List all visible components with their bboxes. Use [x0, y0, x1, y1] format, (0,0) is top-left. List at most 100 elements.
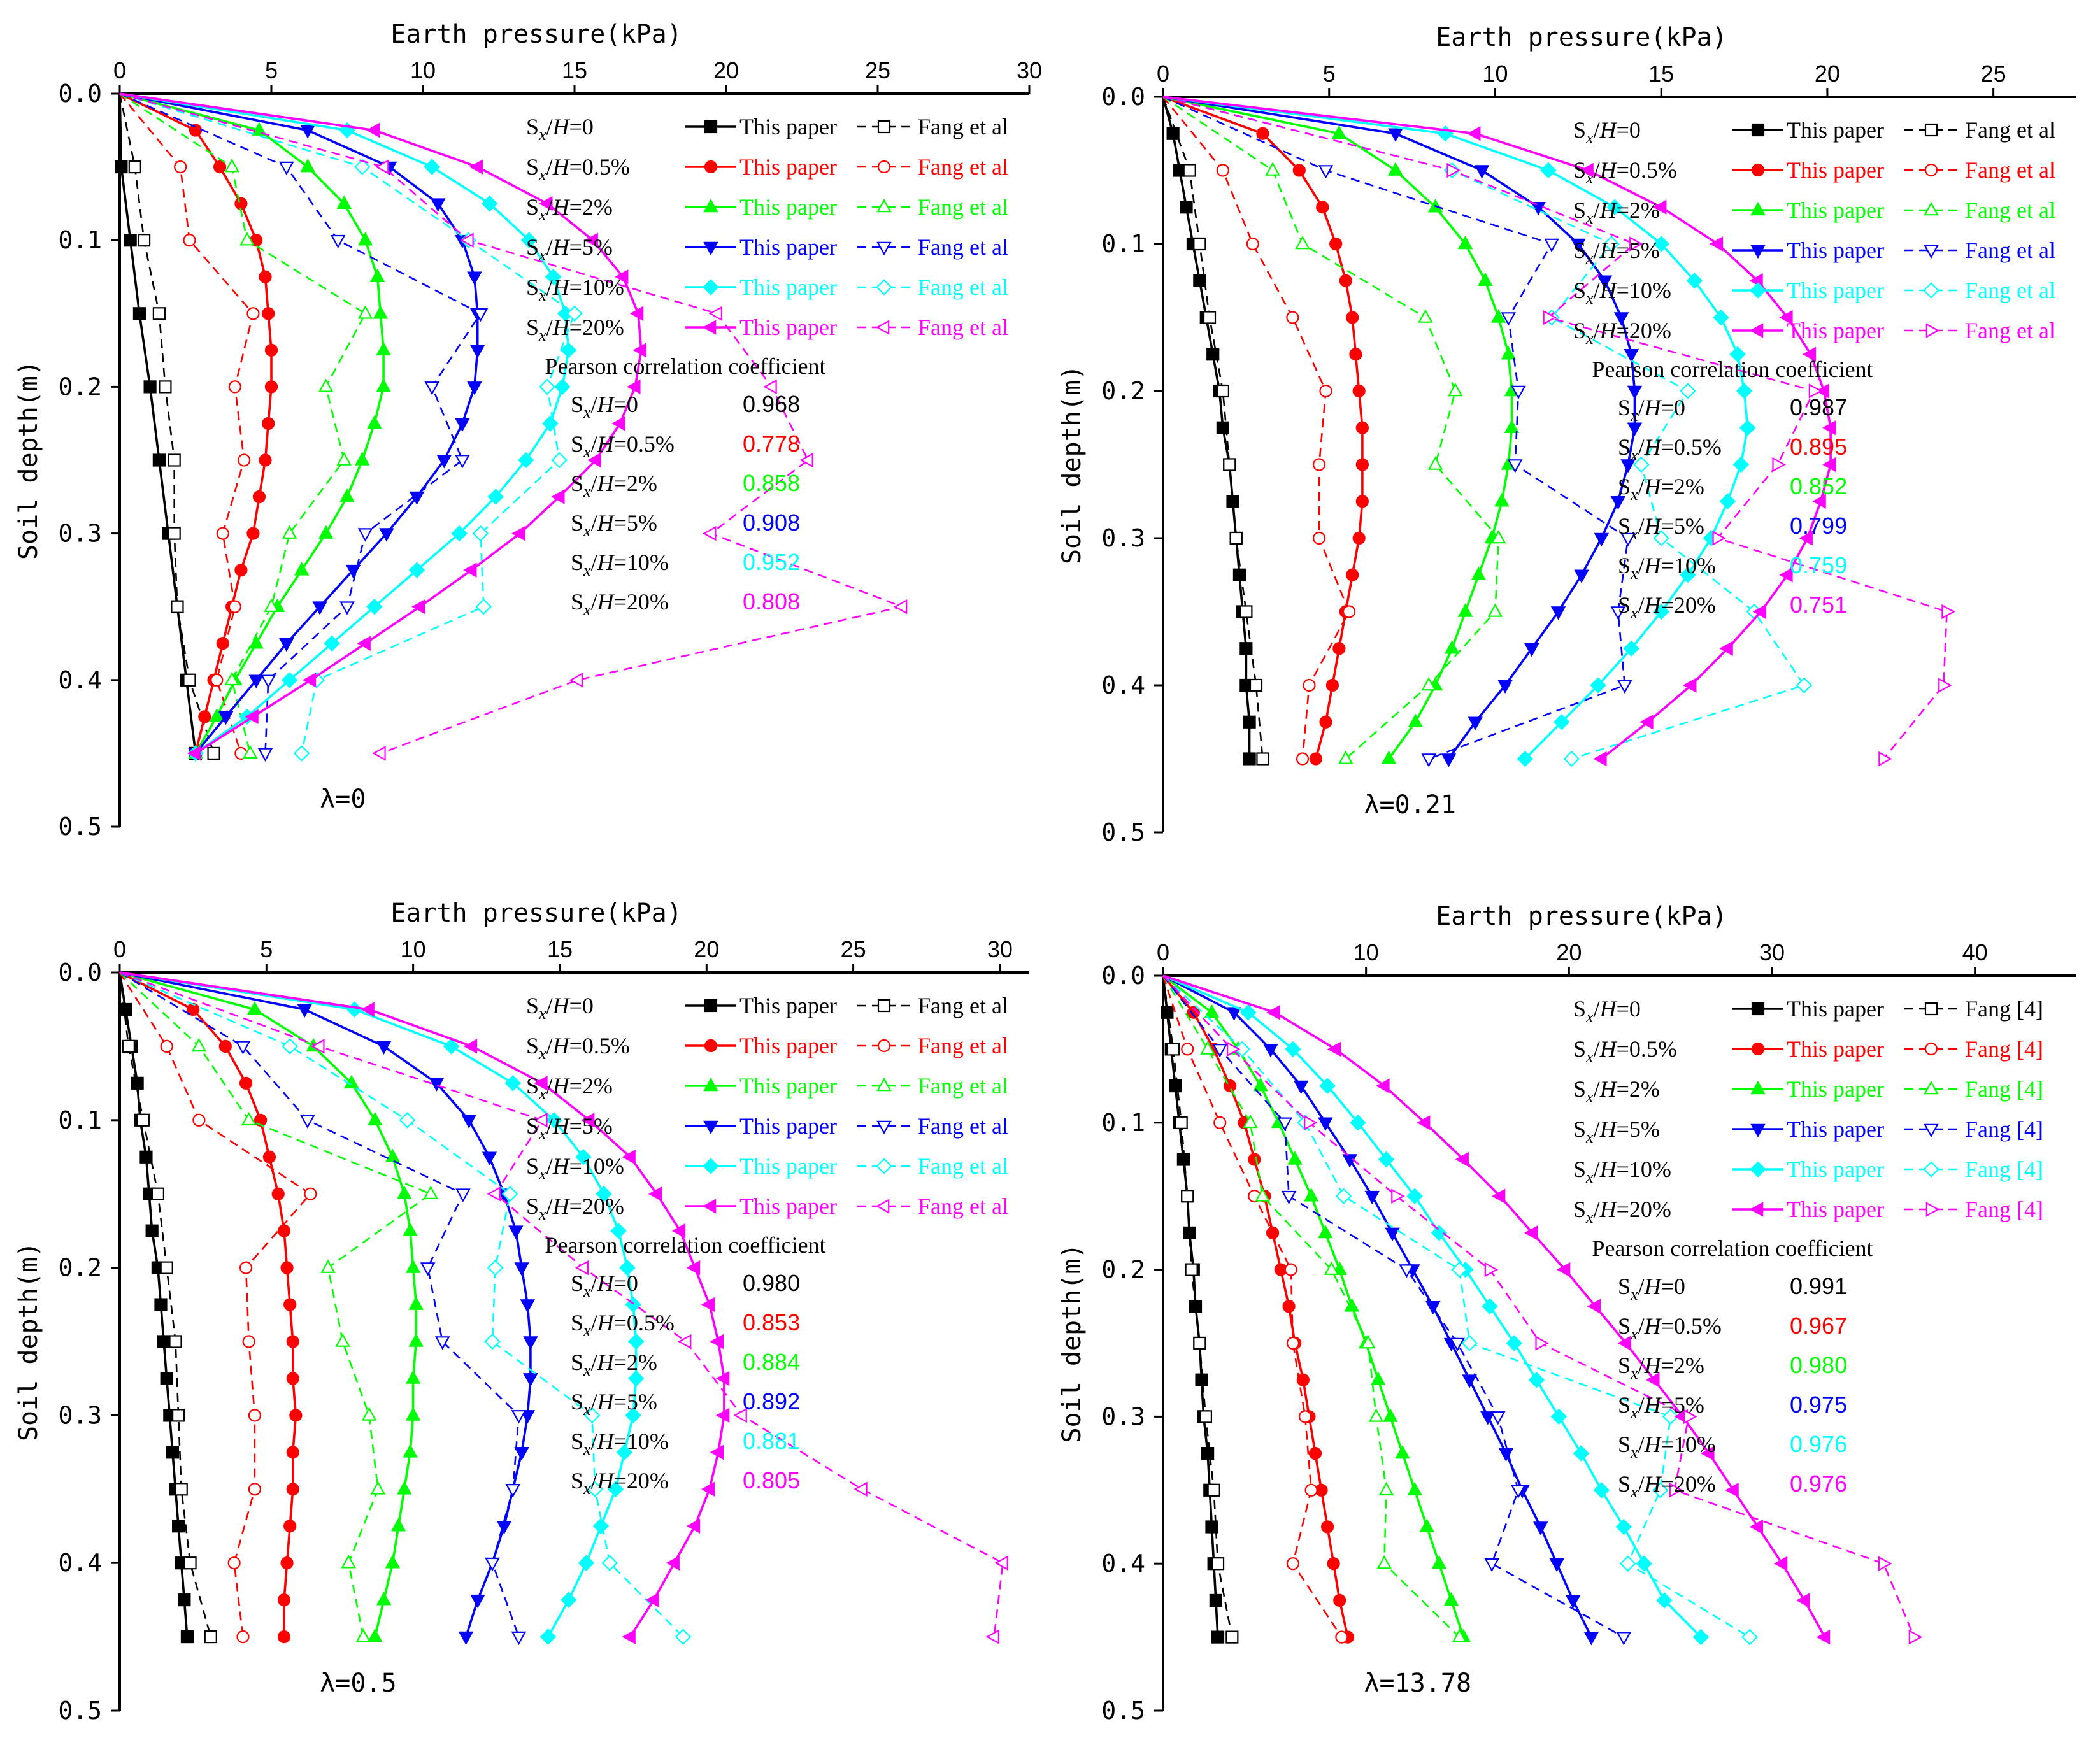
data-point [166, 1446, 180, 1459]
legend-row: Sx/H=0 This paper Fang et al [526, 993, 1008, 1023]
data-point [1544, 238, 1559, 253]
data-point [171, 600, 184, 613]
legend-s: S [526, 114, 539, 139]
data-point [1736, 383, 1753, 399]
legend-h: H [1644, 1313, 1662, 1339]
y-axis-title: Soil depth(m) [14, 1242, 43, 1441]
y-tick-label: 0.5 [58, 1697, 102, 1725]
legend-s: S [571, 1468, 583, 1493]
legend-marker-sample [877, 160, 891, 174]
data-point [1779, 310, 1793, 325]
data-point [300, 1115, 315, 1129]
legend-h: H [1599, 197, 1618, 223]
legend-s: S [1618, 395, 1631, 420]
data-point [1368, 1408, 1384, 1422]
data-point [514, 1447, 529, 1461]
data-point [198, 710, 211, 723]
legend-h: H [1644, 1274, 1662, 1299]
legend-h: H [1644, 1392, 1662, 1418]
data-point [482, 1151, 497, 1165]
legend-marker-sample [1750, 201, 1766, 216]
legend-subscript: x [1630, 525, 1638, 543]
data-point [1226, 1007, 1242, 1021]
legend-model-label: This paper [739, 1153, 837, 1179]
series-sx-h-5-fang-et-al [119, 971, 527, 1646]
data-point [703, 525, 717, 541]
legend-model-label: This paper [1787, 278, 1884, 303]
legend-slash: / [1594, 1076, 1600, 1102]
data-point [318, 525, 334, 539]
series-line [119, 92, 479, 755]
legend-marker-sample [704, 160, 718, 174]
x-tick-label: 25 [841, 936, 866, 962]
series-sx-h-5-this-paper [1162, 96, 1643, 767]
legend-marker-sample [1750, 1161, 1766, 1178]
legend-value: =2% [614, 1350, 657, 1375]
data-point [239, 1261, 253, 1274]
data-point [385, 1148, 401, 1163]
legend-marker-sample [1924, 245, 1939, 259]
data-point [1686, 272, 1703, 289]
data-point [1199, 1410, 1213, 1423]
data-point [132, 307, 146, 320]
series-sx-h-5-fang-et-al [1162, 96, 1636, 767]
data-point [985, 1629, 1000, 1644]
legend-s: S [1573, 1076, 1586, 1102]
data-point [1266, 1004, 1280, 1020]
data-point [168, 527, 181, 540]
legend-slash: / [591, 1468, 597, 1493]
data-point [376, 1041, 392, 1055]
legend-subscript: x [1585, 1048, 1594, 1066]
data-point [1193, 274, 1206, 287]
data-point [1286, 1557, 1300, 1571]
data-point [1701, 1446, 1715, 1461]
pearson-condition-label: Sx/H=10% [1618, 1432, 1716, 1462]
legend-marker-sample [703, 241, 718, 256]
data-point [277, 1593, 291, 1607]
y-tick-label: 0.4 [58, 1549, 102, 1577]
data-point [293, 745, 310, 762]
x-tick-label: 15 [547, 936, 573, 962]
data-point [1331, 125, 1347, 139]
data-point [172, 1409, 185, 1422]
data-point [1822, 420, 1836, 436]
data-point [1355, 495, 1369, 508]
series-sx-h-2-fang-et-al [119, 972, 439, 1642]
data-point [191, 1037, 207, 1052]
series-line [119, 971, 297, 1637]
data-point [369, 268, 385, 283]
data-point [1653, 603, 1669, 620]
data-point [1532, 1521, 1548, 1535]
legend-s: S [1573, 1197, 1586, 1222]
data-point [1256, 127, 1269, 140]
legend-s: S [1573, 238, 1586, 263]
data-point [286, 1372, 299, 1385]
data-point [1597, 275, 1613, 289]
data-point [1816, 1629, 1831, 1645]
data-point [252, 122, 267, 136]
data-point [1741, 1628, 1758, 1646]
legend-row: Sx/H=20% This paper Fang et al [526, 1193, 1008, 1223]
data-point [1620, 459, 1636, 473]
data-point [1656, 1592, 1673, 1609]
legend-h: H [597, 1428, 615, 1454]
legend-ref-label: Fang et al [1965, 117, 2055, 143]
series-sx-h-0-5-this-paper [119, 92, 278, 760]
series-line [118, 93, 215, 754]
legend-model-label: This paper [1787, 1157, 1884, 1182]
legend-subscript: x [1630, 446, 1638, 464]
data-point [366, 122, 380, 138]
legend-subscript: x [538, 1004, 546, 1023]
legend-subscript: x [1630, 1404, 1638, 1422]
legend-marker-sample [703, 279, 719, 296]
legend-slash: / [1594, 117, 1600, 143]
data-point [139, 1150, 153, 1164]
legend-h: H [552, 1193, 571, 1219]
legend-s: S [1618, 474, 1631, 499]
x-tick-label: 20 [1556, 939, 1582, 965]
legend-model-label: This paper [1787, 996, 1884, 1022]
data-point [1255, 1188, 1270, 1202]
legend-ref-label: Fang et al [918, 1073, 1008, 1099]
legend-h: H [1644, 1471, 1662, 1497]
legend-slash: / [591, 589, 597, 615]
